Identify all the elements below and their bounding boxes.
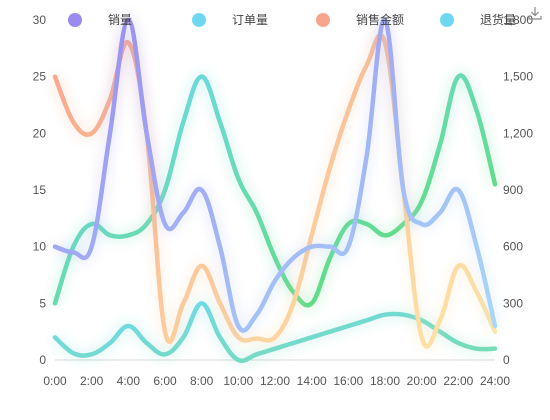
x-tick-label: 24:00 — [480, 374, 510, 388]
legend-marker-orders — [192, 12, 206, 27]
legend-marker-sales — [68, 12, 82, 27]
y-left-tick-label: 0 — [39, 353, 46, 367]
x-tick-label: 22:00 — [443, 374, 473, 388]
x-tick-label: 8:00 — [190, 374, 214, 388]
download-icon[interactable] — [528, 6, 542, 20]
series-shadow — [50, 70, 500, 311]
legend-label-orders: 订单量 — [232, 13, 269, 27]
legend-item-sales[interactable]: 销量 — [68, 11, 192, 28]
x-tick-label: 20:00 — [407, 374, 437, 388]
x-tick-label: 16:00 — [333, 374, 363, 388]
x-tick-label: 18:00 — [370, 374, 400, 388]
y-right-tick-label: 1,200 — [503, 126, 533, 140]
series-line-3 — [52, 73, 498, 308]
x-tick-label: 10:00 — [223, 374, 253, 388]
x-tick-label: 6:00 — [153, 374, 177, 388]
y-right-tick-label: 1,500 — [503, 70, 533, 84]
x-tick-label: 0:00 — [43, 374, 67, 388]
y-left-tick-label: 5 — [39, 296, 46, 310]
legend-label-returns: 退货量 — [480, 13, 517, 27]
legend-item-returns[interactable]: 退货量 — [440, 11, 550, 28]
legend-item-orders[interactable]: 订单量 — [192, 11, 316, 28]
legend-marker-revenue — [316, 12, 330, 27]
y-left-tick-label: 10 — [33, 240, 47, 254]
y-left-tick-label: 20 — [33, 126, 47, 140]
legend-item-revenue[interactable]: 销售金额 — [316, 11, 440, 28]
y-left-tick-label: 30 — [33, 13, 47, 27]
legend-marker-returns — [440, 12, 454, 27]
x-tick-label: 14:00 — [297, 374, 327, 388]
y-right-tick-label: 0 — [503, 353, 510, 367]
legend-label-sales: 销量 — [108, 13, 133, 27]
legend: 销量 订单量 销售金额 退货量 — [68, 11, 550, 28]
y-right-tick-label: 300 — [503, 296, 523, 310]
x-tick-label: 12:00 — [260, 374, 290, 388]
x-tick-label: 4:00 — [117, 374, 141, 388]
y-right-tick-label: 600 — [503, 240, 523, 254]
legend-label-revenue: 销售金额 — [356, 13, 405, 27]
y-right-tick-label: 1,800 — [503, 13, 533, 27]
series-line-0 — [52, 17, 498, 333]
x-tick-label: 2:00 — [80, 374, 104, 388]
y-left-tick-label: 25 — [33, 70, 47, 84]
y-left-tick-label: 15 — [33, 183, 47, 197]
y-right-tick-label: 900 — [503, 183, 523, 197]
